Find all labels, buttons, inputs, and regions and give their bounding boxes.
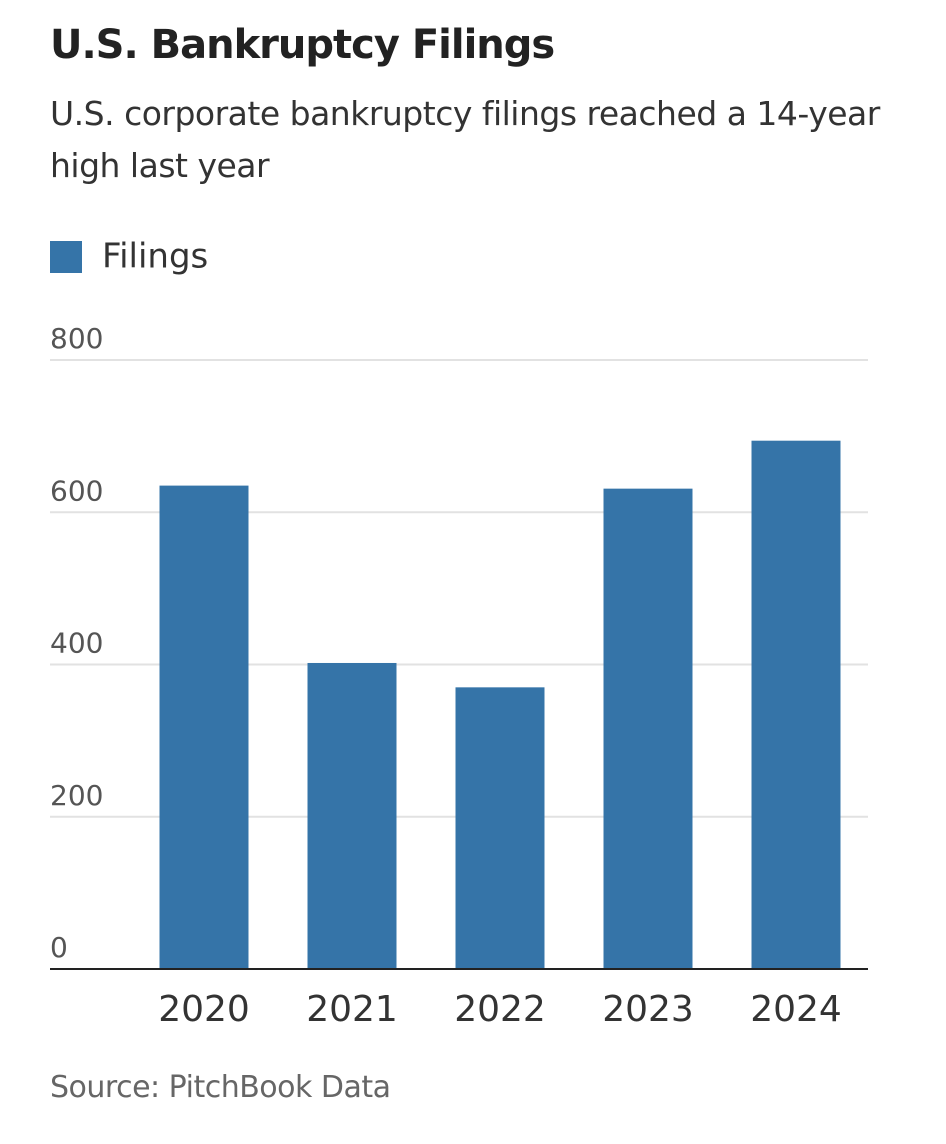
x-tick-label: 2021	[306, 989, 398, 1030]
y-tick-label: 400	[50, 627, 103, 660]
x-tick-label: 2024	[750, 989, 842, 1030]
legend-swatch	[50, 241, 82, 273]
source-note: Source: PitchBook Data	[50, 1070, 391, 1105]
chart-subtitle: U.S. corporate bankruptcy filings reache…	[50, 94, 880, 185]
x-tick-label: 2020	[158, 989, 250, 1030]
bar	[307, 662, 397, 969]
chart-title: U.S. Bankruptcy Filings	[50, 22, 555, 68]
bar	[455, 687, 545, 969]
bar	[159, 485, 249, 969]
y-tick-label: 0	[50, 931, 68, 964]
y-tick-label: 800	[50, 322, 103, 355]
x-tick-label: 2022	[454, 989, 546, 1030]
x-tick-label: 2023	[602, 989, 694, 1030]
legend-label: Filings	[102, 237, 208, 277]
bar	[751, 440, 841, 969]
bar	[603, 488, 693, 969]
y-tick-label: 600	[50, 474, 103, 507]
chart: Filings 0 200 400 600 800 2020 2021 2022 2023 2024	[50, 237, 868, 1030]
y-tick-label: 200	[50, 779, 103, 812]
